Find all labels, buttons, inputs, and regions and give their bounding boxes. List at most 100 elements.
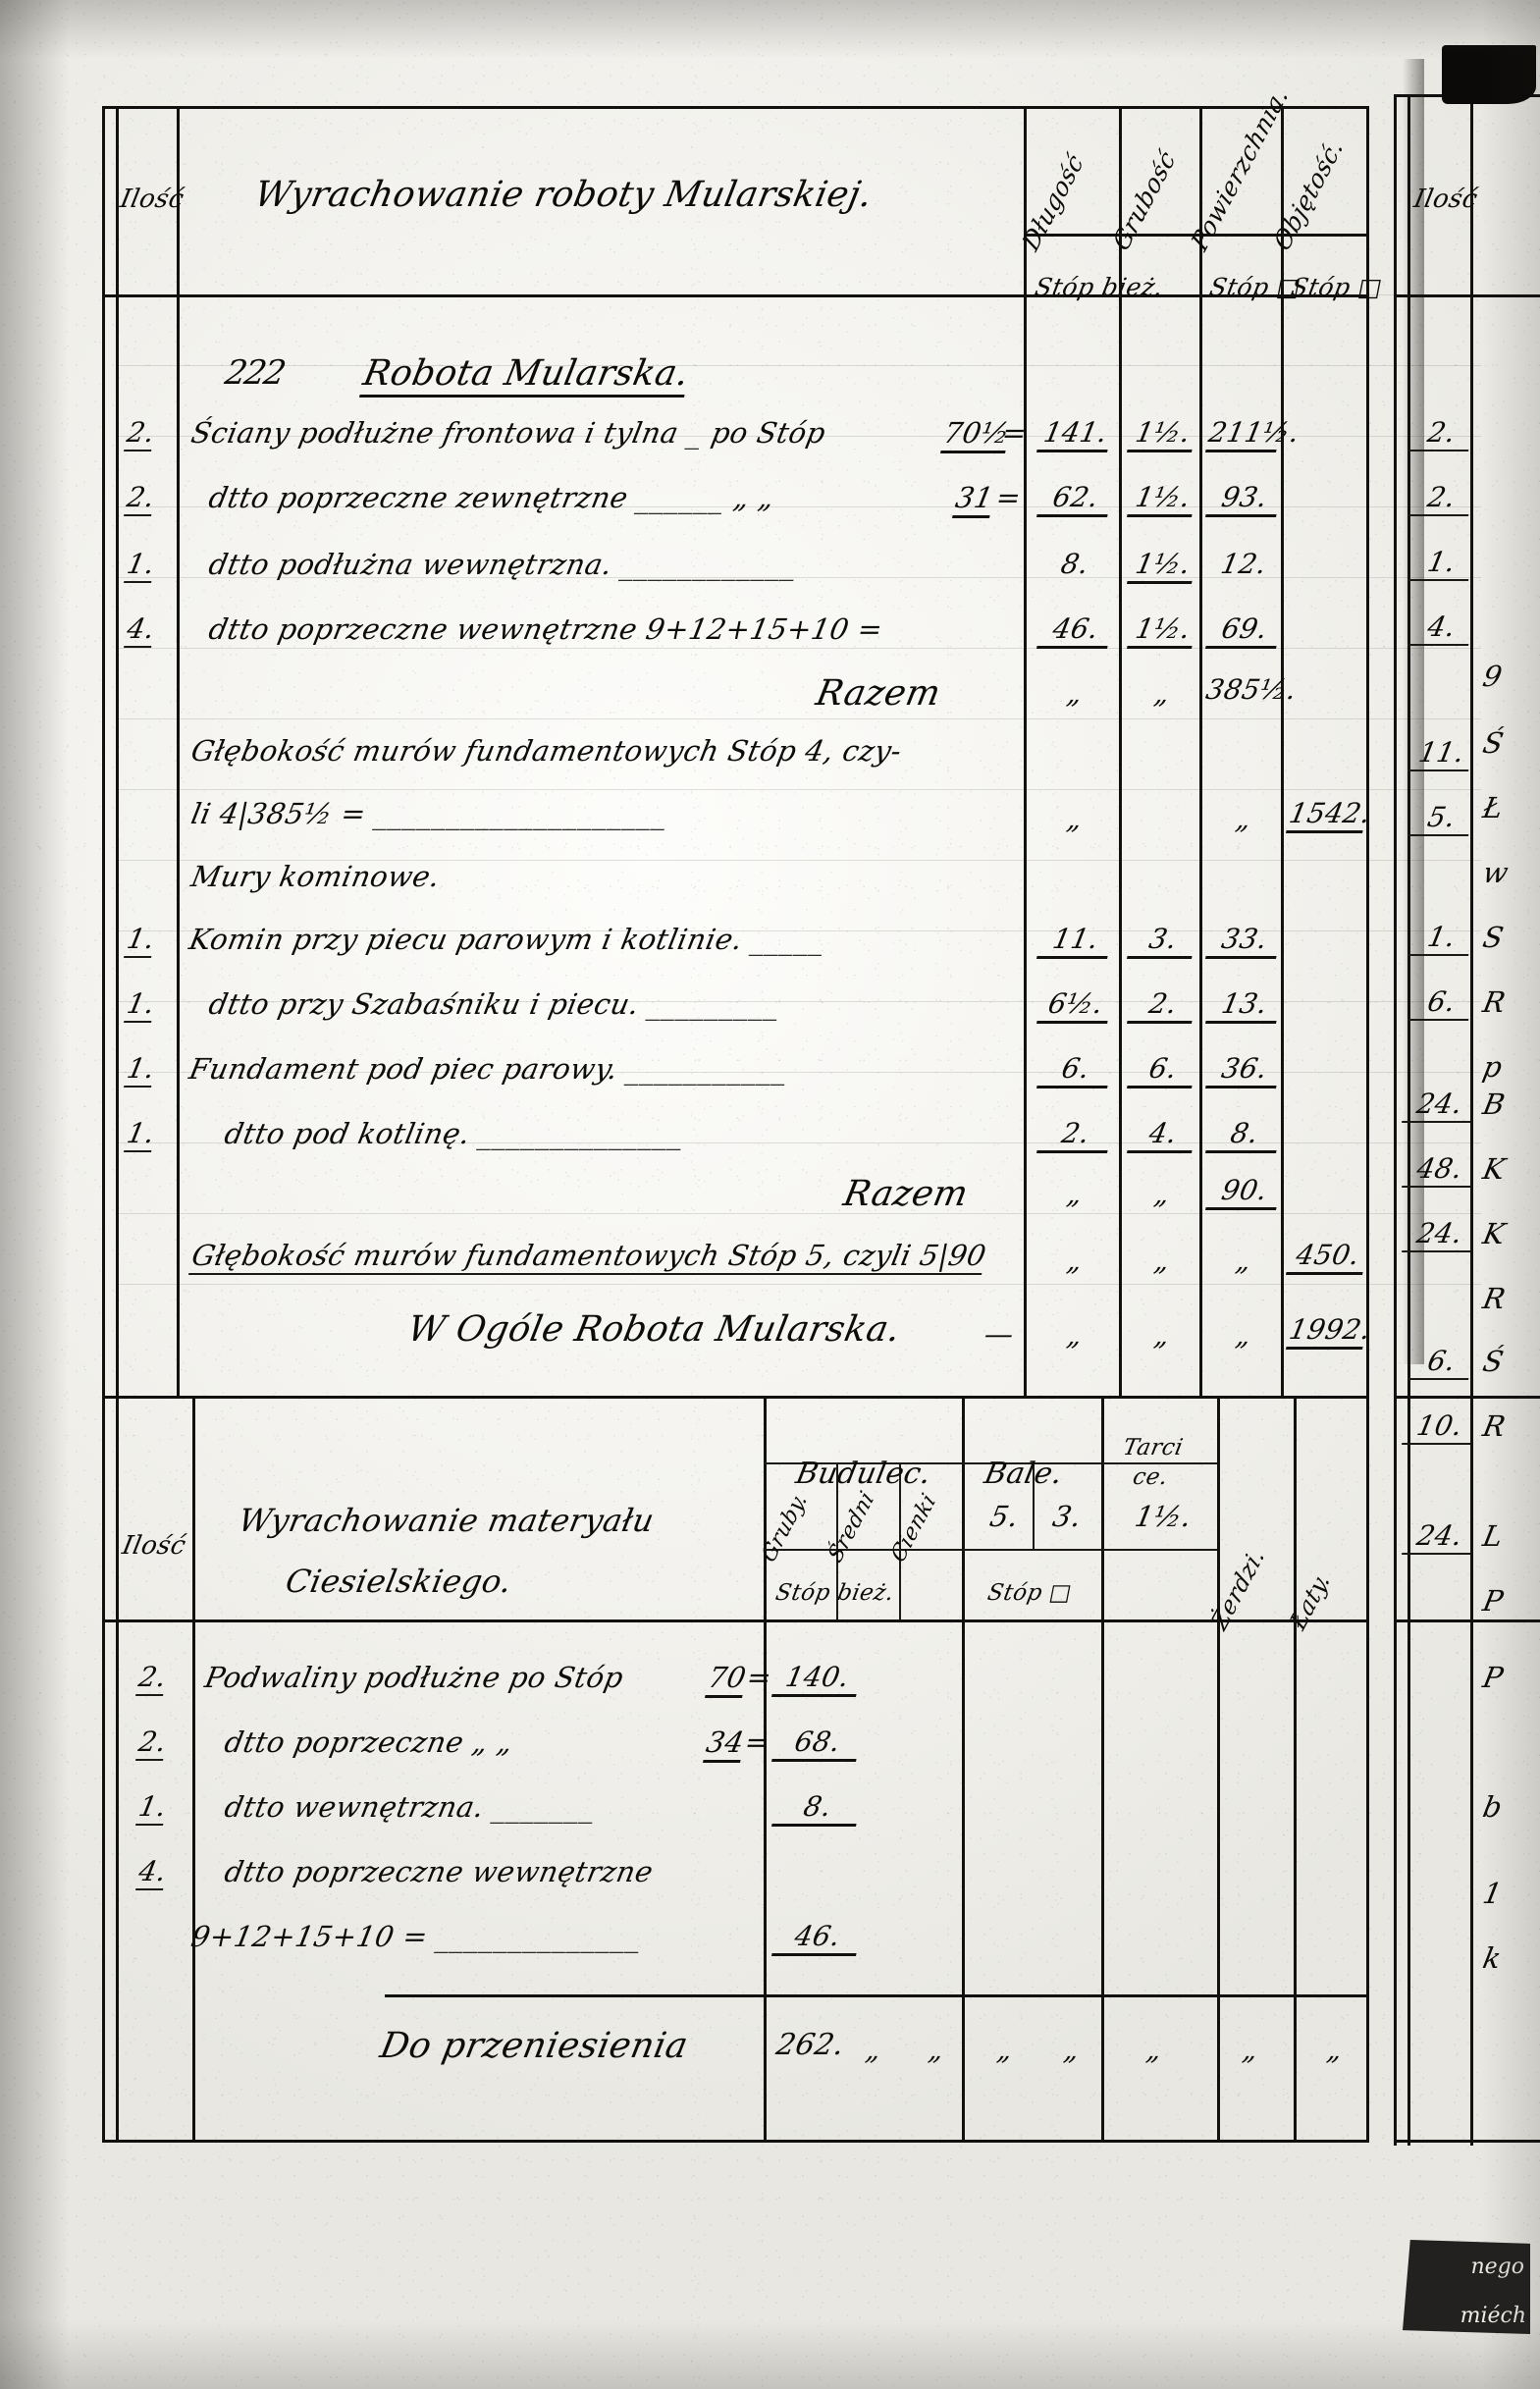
row-desc: dtto poprzeczne zewnętrzne ______ „ „ bbox=[206, 481, 777, 514]
cell-powierzchnia: 8. bbox=[1205, 1117, 1284, 1153]
cell-powierzchnia: 12. bbox=[1218, 548, 1270, 580]
subtotal-grubosc: „ bbox=[1151, 1178, 1173, 1210]
depth2-powierzchnia: „ bbox=[1233, 1245, 1254, 1277]
col-unit-stop-kw-2: Stóp □ bbox=[1289, 273, 1385, 301]
depth2-grubosc: „ bbox=[1151, 1245, 1173, 1277]
grand-total-dlugosc: „ bbox=[1064, 1319, 1086, 1352]
cell-budulec: 8. bbox=[771, 1790, 864, 1827]
carry-ditto: „ bbox=[994, 2034, 1016, 2066]
row-desc: Fundament pod piec parowy. ___________ bbox=[186, 1052, 792, 1086]
carry-value: 262. bbox=[773, 2028, 848, 2062]
depth-note-line1: Głębokość murów fundamentowych Stóp 4, c… bbox=[188, 734, 905, 768]
cell-budulec: 68. bbox=[771, 1725, 864, 1762]
chimney-heading: Mury kominowe. bbox=[188, 860, 444, 893]
cell-grubosc: 3. bbox=[1127, 923, 1199, 959]
subtotal-dlugosc: „ bbox=[1064, 677, 1086, 710]
cell-powierzchnia: 33. bbox=[1205, 923, 1284, 959]
subtotal-powierzchnia: 90. bbox=[1205, 1174, 1284, 1210]
ink-blot bbox=[1442, 45, 1536, 104]
row-desc: dtto wewnętrzna. _______ bbox=[222, 1790, 600, 1824]
carry-ditto: „ bbox=[1240, 2034, 1261, 2066]
page-tear-shadow bbox=[1403, 59, 1424, 1364]
table2-unit-right: Stóp □ bbox=[985, 1580, 1075, 1606]
archive-stamp bbox=[1403, 2240, 1530, 2334]
depth2-objetosc: 450. bbox=[1286, 1239, 1370, 1275]
subtotal-powierzchnia: 385½. bbox=[1203, 673, 1300, 706]
grand-total-powierzchnia: „ bbox=[1233, 1319, 1254, 1352]
depth-note-powierzchnia: „ bbox=[1233, 803, 1254, 835]
stamp-line-1: nego bbox=[1470, 2255, 1524, 2279]
row-desc: dtto podłużna wewnętrzna. ____________ bbox=[206, 548, 801, 581]
cell-grubosc: 4. bbox=[1127, 1117, 1199, 1153]
grand-total-objetosc: 1992. bbox=[1286, 1313, 1373, 1350]
cell-dlugosc: 141. bbox=[1036, 416, 1115, 452]
group-header-budulec: Budulec. bbox=[793, 1457, 934, 1491]
bale-val-2: 3. bbox=[1049, 1500, 1085, 1533]
tarcice-val: 1½. bbox=[1132, 1500, 1195, 1533]
cell-dlugosc: 6½. bbox=[1036, 987, 1115, 1024]
depth-note-dlugosc: „ bbox=[1064, 803, 1086, 835]
row-desc: Ściany podłużne frontowa i tylna _ po St… bbox=[188, 416, 829, 450]
group-header-tarcice-l1: Tarci bbox=[1121, 1435, 1186, 1460]
cell-dlugosc: 8. bbox=[1058, 548, 1092, 580]
subtotal-label: Razem bbox=[840, 1174, 972, 1214]
bale-val-1: 5. bbox=[986, 1500, 1022, 1533]
table1-qty-header: Ilość bbox=[118, 185, 186, 214]
depth-note-line2: li 4|385½ = ____________________ bbox=[188, 797, 671, 830]
cell-powierzchnia: 13. bbox=[1205, 987, 1284, 1024]
carry-ditto: „ bbox=[1143, 2034, 1165, 2066]
group-header-bale: Bale. bbox=[982, 1457, 1066, 1491]
cell-powierzchnia: 93. bbox=[1205, 481, 1284, 517]
table1-title: Wyrachowanie roboty Mularskiej. bbox=[251, 175, 876, 215]
cell-powierzchnia: 36. bbox=[1205, 1052, 1284, 1088]
page-number: 222 bbox=[222, 353, 288, 393]
cell-grubosc: 1½. bbox=[1127, 612, 1199, 649]
depth-note-2: Głębokość murów fundamentowych Stóp 5, c… bbox=[188, 1239, 989, 1275]
subtotal-label: Razem bbox=[813, 673, 944, 714]
cell-dlugosc: 2. bbox=[1036, 1117, 1115, 1153]
cell-powierzchnia: 211½. bbox=[1205, 416, 1302, 452]
row-desc-tail: 31 bbox=[952, 481, 997, 518]
cell-grubosc: 1½. bbox=[1127, 416, 1199, 452]
row-desc-tail: 34 bbox=[703, 1725, 748, 1763]
cell-grubosc: 1½. bbox=[1127, 481, 1199, 517]
stamp-line-2: miéch bbox=[1460, 2304, 1526, 2328]
depth-note-objetosc: 1542. bbox=[1286, 797, 1373, 833]
grand-total-label: W Ogóle Robota Mularska. bbox=[404, 1309, 904, 1350]
row-desc: Podwaliny podłużne po Stóp bbox=[202, 1661, 627, 1694]
row-desc-tail: 70 bbox=[705, 1661, 750, 1698]
carry-label: Do przeniesienia bbox=[377, 2026, 692, 2066]
row-desc: dtto poprzeczne wewnętrzne 9+12+15+10 = bbox=[206, 612, 886, 646]
cell-powierzchnia: 69. bbox=[1205, 612, 1284, 649]
carry-ditto: „ bbox=[926, 2034, 947, 2066]
carry-ditto: „ bbox=[863, 2034, 884, 2066]
cell-grubosc: 1½. bbox=[1127, 548, 1199, 584]
cell-budulec: 46. bbox=[771, 1920, 864, 1956]
cell-dlugosc: 6. bbox=[1036, 1052, 1115, 1088]
depth2-dlugosc: „ bbox=[1064, 1245, 1086, 1277]
table2-unit-left: Stóp bież. bbox=[773, 1580, 897, 1606]
table1-section-title: Robota Mularska. bbox=[359, 353, 693, 398]
row-desc: dtto pod kotlinę. ______________ bbox=[222, 1117, 688, 1150]
grand-total-grubosc: „ bbox=[1151, 1319, 1173, 1352]
subtotal-dlugosc: „ bbox=[1064, 1178, 1086, 1210]
group-header-tarcice-l2: ce. bbox=[1131, 1464, 1171, 1490]
table2-title-line2: Ciesielskiego. bbox=[283, 1563, 515, 1600]
cell-grubosc: 2. bbox=[1127, 987, 1199, 1024]
right-entry: 10. bbox=[1402, 1409, 1477, 1445]
row-desc: dtto przy Szabaśniku i piecu. _________ bbox=[206, 987, 784, 1021]
cell-budulec: 140. bbox=[771, 1661, 864, 1697]
row-desc: dtto poprzeczne wewnętrzne bbox=[222, 1855, 657, 1888]
row-desc: Komin przy piecu parowym i kotlinie. ___… bbox=[186, 923, 828, 956]
cell-dlugosc: 46. bbox=[1036, 612, 1115, 649]
table2-qty-header: Ilość bbox=[120, 1531, 188, 1561]
right-entry: 24. bbox=[1402, 1519, 1477, 1555]
cell-dlugosc: 11. bbox=[1036, 923, 1115, 959]
col-unit-stop-biez: Stóp bież. bbox=[1033, 273, 1166, 301]
cell-dlugosc: 62. bbox=[1036, 481, 1115, 517]
subtotal-grubosc: „ bbox=[1151, 677, 1173, 710]
row-desc: 9+12+15+10 = ______________ bbox=[188, 1920, 646, 1953]
table2-title-line1: Wyrachowanie materyału bbox=[236, 1502, 658, 1539]
carry-ditto: „ bbox=[1324, 2034, 1346, 2066]
